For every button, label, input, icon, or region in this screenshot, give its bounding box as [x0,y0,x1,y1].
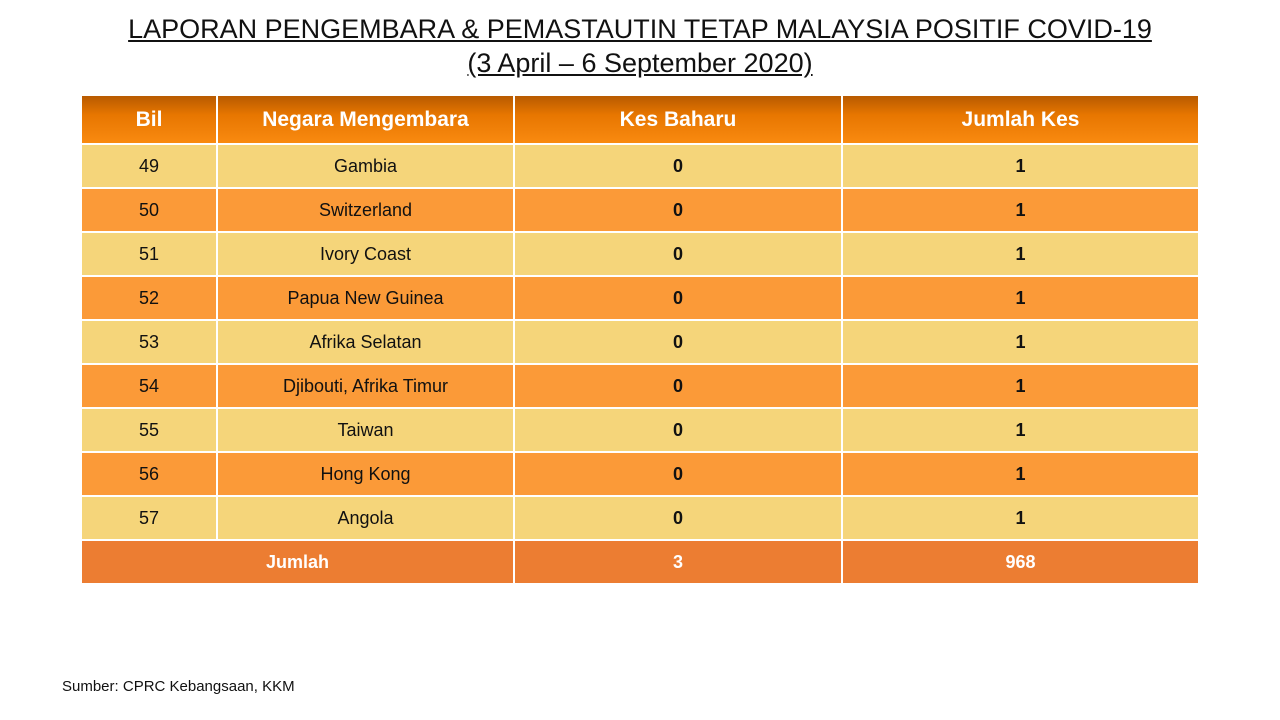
title-line-2: (3 April – 6 September 2020) [467,48,813,78]
cell-jumlah-kes: 1 [841,407,1198,453]
title-line-1: LAPORAN PENGEMBARA & PEMASTAUTIN TETAP M… [128,14,1152,44]
cell-bil: 51 [82,231,218,277]
total-kes-baharu: 3 [513,539,843,583]
cell-bil: 49 [82,143,218,189]
cell-negara: Afrika Selatan [216,319,515,365]
table-header-row: Bil Negara Mengembara Kes Baharu Jumlah … [82,96,1198,145]
header-jumlah-kes: Jumlah Kes [841,96,1198,145]
table-row: 54 Djibouti, Afrika Timur 0 1 [82,363,1198,409]
table-row: 51 Ivory Coast 0 1 [82,231,1198,277]
total-jumlah-kes: 968 [841,539,1198,583]
cell-kes-baharu: 0 [513,231,843,277]
cell-kes-baharu: 0 [513,143,843,189]
table-row: 52 Papua New Guinea 0 1 [82,275,1198,321]
cell-negara: Switzerland [216,187,515,233]
cell-bil: 50 [82,187,218,233]
cell-bil: 57 [82,495,218,541]
total-label: Jumlah [82,539,515,583]
header-negara: Negara Mengembara [216,96,515,145]
cell-bil: 53 [82,319,218,365]
cell-negara: Djibouti, Afrika Timur [216,363,515,409]
table-row: 50 Switzerland 0 1 [82,187,1198,233]
cell-jumlah-kes: 1 [841,231,1198,277]
header-kes-baharu: Kes Baharu [513,96,843,145]
table-row: 55 Taiwan 0 1 [82,407,1198,453]
header-bil: Bil [82,96,218,145]
cell-negara: Papua New Guinea [216,275,515,321]
cell-jumlah-kes: 1 [841,143,1198,189]
cell-jumlah-kes: 1 [841,187,1198,233]
cell-kes-baharu: 0 [513,319,843,365]
cell-negara: Gambia [216,143,515,189]
cell-bil: 54 [82,363,218,409]
cell-kes-baharu: 0 [513,407,843,453]
table-row: 56 Hong Kong 0 1 [82,451,1198,497]
slide-title: LAPORAN PENGEMBARA & PEMASTAUTIN TETAP M… [0,12,1280,80]
table-row: 57 Angola 0 1 [82,495,1198,541]
cell-negara: Taiwan [216,407,515,453]
table-row: 53 Afrika Selatan 0 1 [82,319,1198,365]
cell-kes-baharu: 0 [513,451,843,497]
cell-kes-baharu: 0 [513,187,843,233]
table-row: 49 Gambia 0 1 [82,143,1198,189]
cases-table: Bil Negara Mengembara Kes Baharu Jumlah … [82,96,1198,583]
cell-bil: 56 [82,451,218,497]
cell-jumlah-kes: 1 [841,495,1198,541]
cell-kes-baharu: 0 [513,275,843,321]
cell-bil: 52 [82,275,218,321]
cell-negara: Angola [216,495,515,541]
cell-kes-baharu: 0 [513,495,843,541]
cell-negara: Ivory Coast [216,231,515,277]
cell-jumlah-kes: 1 [841,363,1198,409]
cell-negara: Hong Kong [216,451,515,497]
source-note: Sumber: CPRC Kebangsaan, KKM [62,678,295,695]
cell-jumlah-kes: 1 [841,319,1198,365]
cell-bil: 55 [82,407,218,453]
cell-kes-baharu: 0 [513,363,843,409]
cell-jumlah-kes: 1 [841,275,1198,321]
cell-jumlah-kes: 1 [841,451,1198,497]
total-row: Jumlah 3 968 [82,539,1198,583]
